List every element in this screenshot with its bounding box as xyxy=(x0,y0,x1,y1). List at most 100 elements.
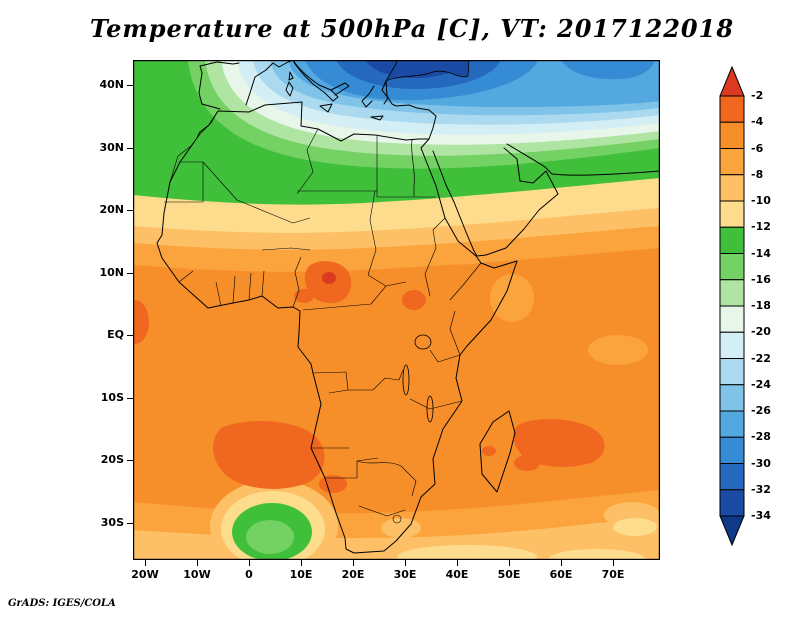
colorbar-value: -6 xyxy=(751,141,764,155)
colorbar-value: -16 xyxy=(751,272,771,286)
lat-label: 30N xyxy=(99,140,124,154)
lon-tick xyxy=(301,560,302,566)
lat-tick xyxy=(127,210,133,211)
colorbar-value: -24 xyxy=(751,377,771,391)
lon-label: 40E xyxy=(445,568,469,581)
border-line xyxy=(164,161,204,203)
lat-tick xyxy=(127,335,133,336)
lon-label: 60E xyxy=(549,568,573,581)
border-line xyxy=(312,371,349,394)
colorbar-segment xyxy=(719,174,745,202)
border-line xyxy=(400,465,417,497)
temp-region xyxy=(613,518,657,536)
iberia-east-coastline xyxy=(245,69,267,106)
coastlines xyxy=(156,60,660,554)
lake-tanganyika xyxy=(402,364,410,396)
border-line xyxy=(261,247,311,251)
colorbar-value: -22 xyxy=(751,351,771,365)
border-line xyxy=(202,161,272,215)
border-line xyxy=(356,460,402,467)
lon-tick xyxy=(405,560,406,566)
lon-label: 0 xyxy=(245,568,253,581)
colorbar-value: -26 xyxy=(751,404,771,417)
border-line xyxy=(248,272,252,301)
colorbar-arrow-down xyxy=(719,515,745,546)
border-line xyxy=(292,256,302,308)
colorbar-value: -34 xyxy=(751,509,771,522)
riviera-coastline xyxy=(265,60,294,71)
lat-tick xyxy=(127,460,133,461)
temp-region xyxy=(133,300,149,344)
lon-label: 70E xyxy=(601,568,625,581)
colorbar-value: -8 xyxy=(751,167,764,181)
temp-region xyxy=(213,421,325,489)
madagascar-coastline xyxy=(479,410,516,493)
border-line xyxy=(296,128,319,195)
border-line xyxy=(409,398,463,410)
sicily-coastline xyxy=(319,103,333,113)
italy-heel-coastline xyxy=(330,82,350,96)
border-line xyxy=(232,275,236,304)
lon-label: 10E xyxy=(289,568,313,581)
colorbar-value: -32 xyxy=(751,482,771,496)
border-line xyxy=(302,285,387,311)
lon-tick xyxy=(353,560,354,566)
border-line xyxy=(270,213,311,224)
border-line xyxy=(169,110,219,183)
colorbar-segment xyxy=(719,226,745,254)
black-sea xyxy=(384,60,470,83)
border-line xyxy=(429,349,461,363)
colorbar-segment xyxy=(719,489,745,517)
colorbar-segment xyxy=(719,463,745,491)
temp-region xyxy=(514,455,540,471)
map-plot xyxy=(133,60,660,560)
temp-region xyxy=(490,274,534,322)
border-line xyxy=(449,262,482,301)
lat-tick xyxy=(127,397,133,399)
lon-tick xyxy=(613,560,614,566)
greece-coastline xyxy=(361,85,375,108)
colorbar-segment xyxy=(719,384,745,412)
map-frame xyxy=(133,60,660,560)
page-title: Temperature at 500hPa [C], VT: 201712201… xyxy=(90,14,735,43)
colorbar-segment xyxy=(719,436,745,464)
arabia-coastline xyxy=(432,147,559,257)
temp-region xyxy=(402,290,426,310)
nile-river xyxy=(411,139,415,197)
africa-coastline xyxy=(156,101,518,554)
italy-coastline xyxy=(292,60,339,102)
colorbar-value: -10 xyxy=(751,194,771,207)
colorbar-segment xyxy=(719,148,745,176)
lake-victoria xyxy=(414,334,432,350)
lon-tick xyxy=(145,560,146,566)
colorbar-arrow-up xyxy=(719,66,745,97)
temp-region xyxy=(397,545,537,560)
lon-tick xyxy=(249,560,250,566)
lat-tick xyxy=(127,85,133,86)
colorbar-value: -30 xyxy=(751,456,771,470)
border-line xyxy=(215,281,222,307)
lat-label: 10N xyxy=(99,265,124,279)
lon-label: 10W xyxy=(183,568,211,581)
colorbar-segment xyxy=(719,410,745,438)
temperature-field xyxy=(133,60,660,560)
colorbar-segment xyxy=(719,95,745,123)
levant-turkey-coastline xyxy=(381,80,437,140)
colorbar-value: -12 xyxy=(751,220,771,234)
temp-region xyxy=(322,272,336,284)
lat-label: EQ xyxy=(107,328,124,341)
colorbar-segment xyxy=(719,305,745,333)
colorbar-value: -28 xyxy=(751,430,771,444)
colorbar-segment xyxy=(719,331,745,359)
temp-region xyxy=(513,418,605,467)
lon-label: 20W xyxy=(131,568,159,581)
colorbar-segment xyxy=(719,279,745,307)
lon-tick xyxy=(457,560,458,566)
colorbar-segment xyxy=(719,121,745,149)
crete-coastline xyxy=(370,115,384,121)
lon-tick xyxy=(561,560,562,566)
lake-malawi xyxy=(426,395,434,423)
corsica-coastline xyxy=(288,71,294,81)
colorbar-value: -4 xyxy=(751,115,764,129)
